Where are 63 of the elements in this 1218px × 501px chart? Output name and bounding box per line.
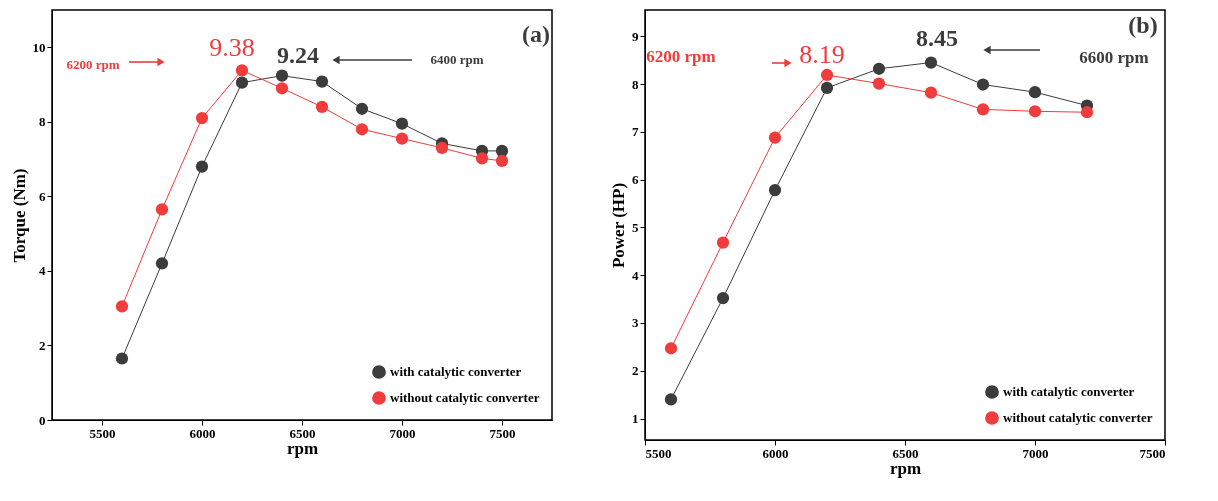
point — [155, 257, 169, 270]
y-tick-label: 5 — [632, 219, 639, 235]
x-tick-label: 6000 — [762, 445, 789, 461]
point — [115, 300, 129, 313]
point — [315, 100, 329, 114]
x-tick-label: 7000 — [389, 425, 416, 441]
point — [155, 203, 169, 216]
y-tick-label: 1 — [632, 411, 639, 426]
y-tick-label: 2 — [39, 337, 46, 353]
annotation: (b) — [1128, 12, 1158, 38]
x-tick-label: 6500 — [892, 445, 919, 461]
y-tick-label: 3 — [632, 315, 639, 331]
point — [355, 102, 369, 115]
point — [195, 111, 209, 125]
x-tick-label: 7500 — [489, 425, 516, 441]
point — [195, 160, 209, 173]
point — [275, 69, 289, 82]
point — [435, 141, 449, 155]
annotation: 6200 rpm — [646, 47, 716, 66]
annotation: (a) — [522, 21, 550, 47]
y-tick-label: 6 — [39, 188, 46, 204]
point — [235, 76, 249, 89]
annotation: 6400 rpm — [430, 52, 484, 67]
y-tick-label: 9 — [632, 28, 639, 44]
x-tick-label: 7000 — [1022, 445, 1049, 461]
annotation: 8.19 — [799, 39, 845, 69]
annotation: 9.24 — [277, 41, 319, 68]
point — [395, 117, 409, 130]
y-tick-label: 8 — [632, 76, 639, 92]
point — [235, 64, 249, 77]
point — [355, 123, 369, 136]
legend-label: without catalytic converter — [1003, 410, 1153, 425]
y-tick-label: 8 — [39, 114, 46, 130]
x-tick-label: 5500 — [89, 425, 116, 441]
legend-label: with catalytic converter — [1003, 384, 1135, 399]
y-tick-label: 4 — [632, 267, 639, 283]
x-tick-label: 6000 — [189, 425, 216, 441]
x-axis-title: rpm — [889, 458, 922, 478]
x-tick-label: 6500 — [289, 425, 316, 441]
y-axis-title: Torque (Nm) — [9, 168, 29, 263]
point — [115, 352, 129, 365]
point — [315, 75, 329, 88]
annotation: 8.45 — [916, 24, 958, 51]
y-tick-label: 0 — [39, 412, 46, 428]
annotation: 6600 rpm — [1079, 48, 1149, 67]
x-tick-label: 7500 — [1139, 445, 1166, 461]
legend-label: with catalytic converter — [390, 364, 522, 379]
annotation: 6200 rpm — [66, 57, 120, 72]
point — [395, 132, 409, 145]
point — [495, 154, 509, 168]
y-tick-label: 2 — [632, 363, 639, 379]
point — [475, 152, 489, 165]
annotation: 9.38 — [209, 33, 255, 63]
y-tick-label: 7 — [632, 124, 639, 140]
y-tick-label: 10 — [32, 39, 46, 55]
x-tick-label: 5500 — [645, 445, 672, 461]
y-tick-label: 4 — [39, 263, 46, 279]
point — [275, 82, 289, 95]
y-axis-title: Power (HP) — [609, 182, 628, 269]
x-axis-title: rpm — [286, 438, 319, 458]
legend-label: without catalytic converter — [390, 390, 540, 405]
y-tick-label: 6 — [632, 172, 639, 188]
point — [495, 144, 509, 157]
